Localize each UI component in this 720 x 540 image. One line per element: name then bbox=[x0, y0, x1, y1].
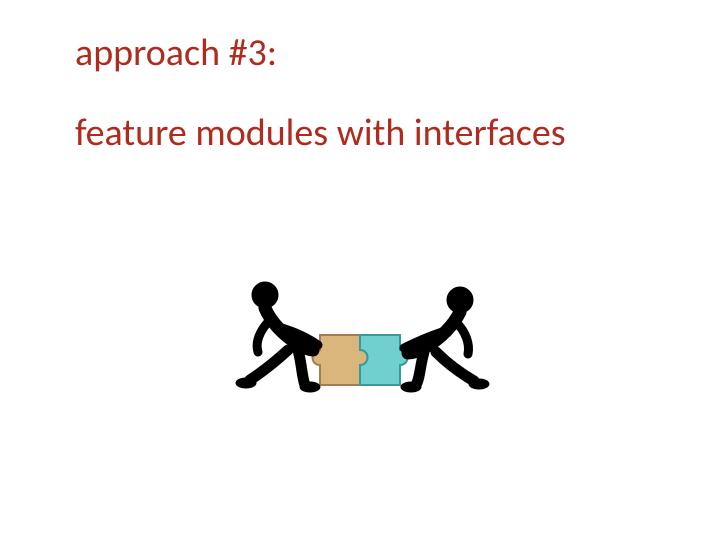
title-line-1: approach #3: bbox=[75, 30, 277, 76]
puzzle-illustration bbox=[210, 250, 510, 450]
figure-right bbox=[401, 287, 489, 392]
figure-left bbox=[236, 282, 320, 392]
title-line-2: feature modules with interfaces bbox=[75, 110, 566, 156]
puzzle-piece-right bbox=[360, 335, 408, 385]
slide: approach #3: feature modules with interf… bbox=[0, 0, 720, 540]
